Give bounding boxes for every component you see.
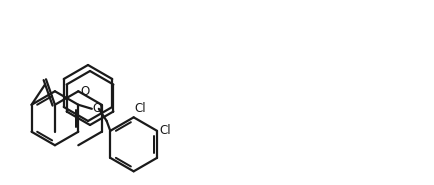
Text: O: O xyxy=(93,102,102,115)
Text: O: O xyxy=(80,85,89,98)
Text: Cl: Cl xyxy=(135,102,146,115)
Text: Cl: Cl xyxy=(159,124,171,137)
